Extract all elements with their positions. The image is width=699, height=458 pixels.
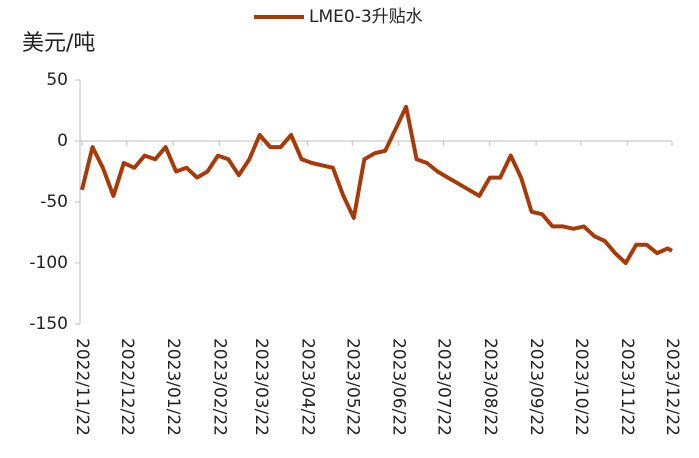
x-tick-label: 2023/10/22: [571, 338, 591, 436]
x-tick-label: 2023/08/22: [480, 338, 500, 436]
y-axis-label: 美元/吨: [22, 31, 95, 56]
x-tick-label: 2023/11/22: [617, 338, 637, 436]
x-tick-label: 2023/09/22: [526, 338, 546, 436]
y-tick-label: 50: [46, 70, 68, 90]
y-tick-label: -150: [29, 314, 68, 334]
y-tick-label: -50: [40, 192, 68, 212]
x-tick-label: 2023/05/22: [342, 338, 362, 436]
x-tick-label: 2023/04/22: [298, 338, 318, 436]
x-tick-label: 2023/06/22: [389, 338, 409, 436]
x-tick-label: 2023/12/22: [662, 338, 682, 436]
x-tick-label: 2023/03/22: [251, 338, 271, 436]
series-line: [80, 104, 673, 265]
x-tick-label: 2022/11/22: [72, 338, 92, 436]
legend-label: LME0-3升贴水: [309, 7, 423, 27]
x-tick-label: 2023/02/22: [209, 338, 229, 436]
y-tick-label: 0: [57, 131, 68, 151]
x-tick-label: 2023/07/22: [433, 338, 453, 436]
y-tick-label: -100: [29, 253, 68, 273]
x-tick-label: 2022/12/22: [117, 338, 137, 436]
x-tick-label: 2023/01/22: [163, 338, 183, 436]
